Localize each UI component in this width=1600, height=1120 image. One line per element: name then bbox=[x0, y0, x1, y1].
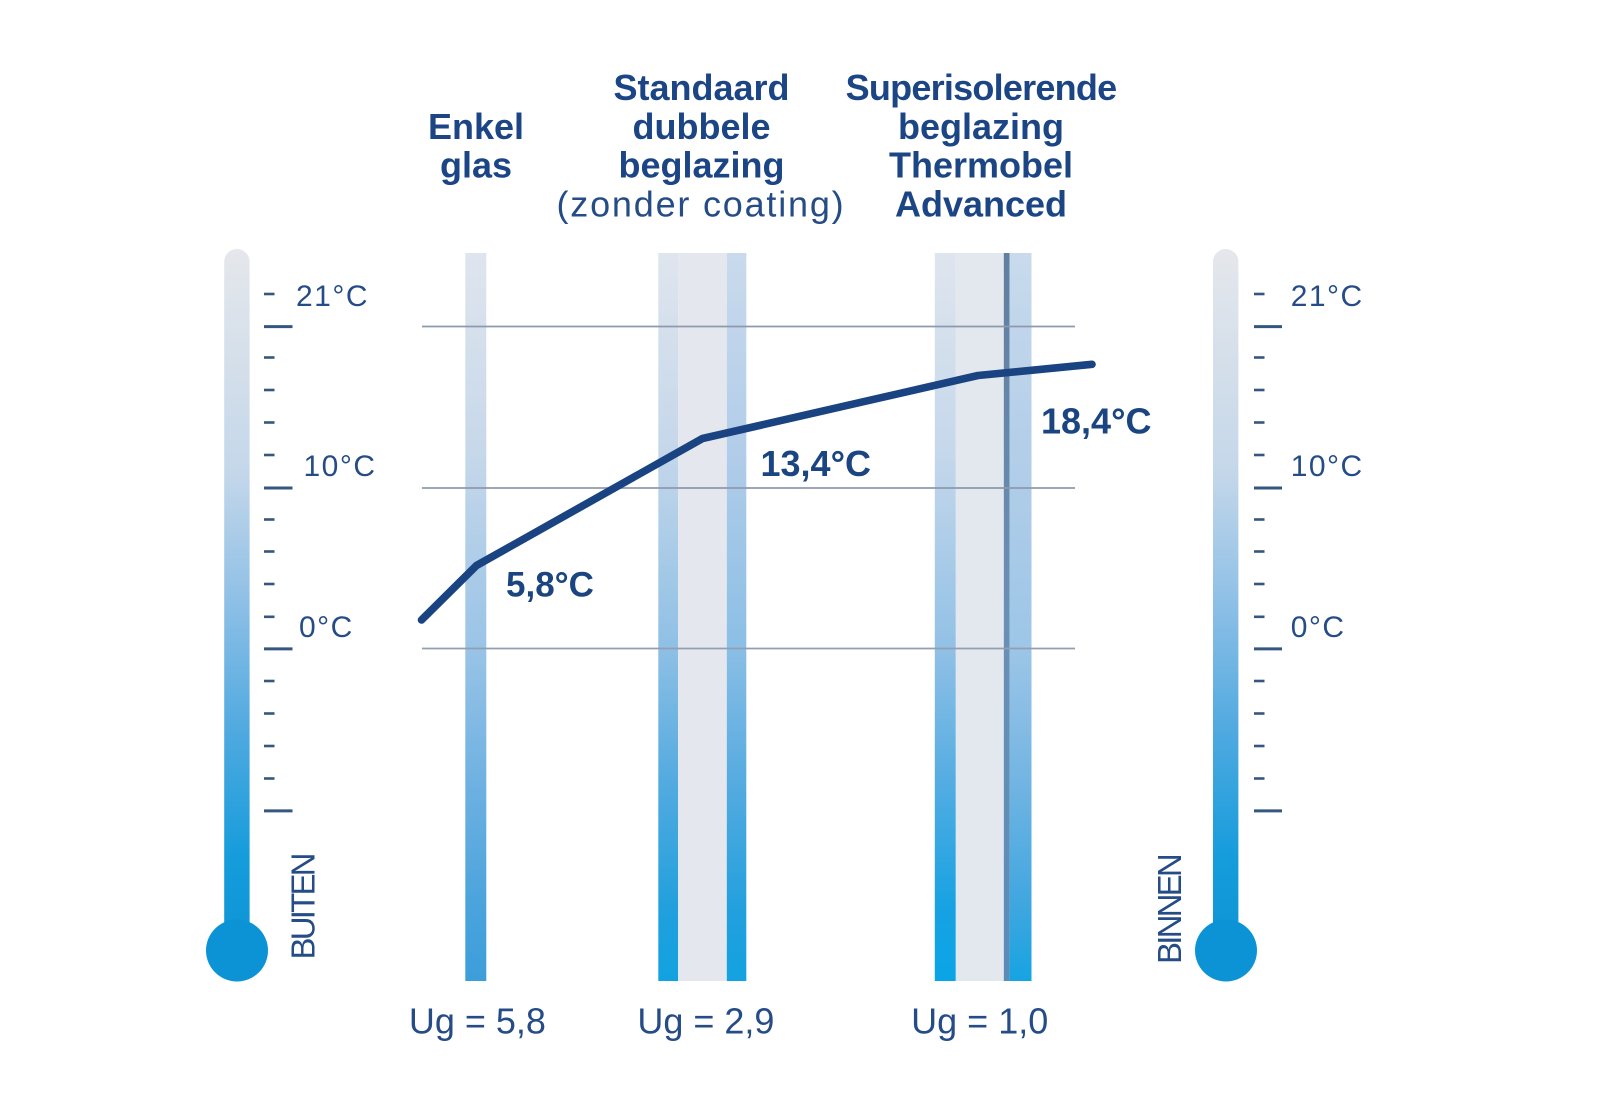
svg-text:Superisolerende: Superisolerende bbox=[846, 67, 1117, 108]
svg-text:dubbele: dubbele bbox=[632, 106, 770, 147]
svg-text:Ug = 5,8: Ug = 5,8 bbox=[409, 1001, 546, 1042]
svg-text:(zonder coating): (zonder coating) bbox=[557, 183, 846, 224]
svg-text:21°C: 21°C bbox=[296, 280, 369, 313]
svg-text:Advanced: Advanced bbox=[895, 183, 1067, 224]
svg-text:Enkel: Enkel bbox=[428, 106, 524, 147]
svg-text:Ug = 2,9: Ug = 2,9 bbox=[637, 1001, 774, 1042]
svg-text:BUITEN: BUITEN bbox=[285, 854, 322, 959]
svg-text:10°C: 10°C bbox=[1291, 450, 1364, 483]
svg-text:13,4°C: 13,4°C bbox=[761, 443, 871, 484]
svg-text:beglazing: beglazing bbox=[898, 106, 1064, 147]
svg-text:Ug = 1,0: Ug = 1,0 bbox=[911, 1001, 1048, 1042]
svg-text:18,4°C: 18,4°C bbox=[1041, 401, 1151, 442]
svg-text:10°C: 10°C bbox=[304, 450, 377, 483]
svg-text:glas: glas bbox=[440, 145, 512, 186]
svg-text:beglazing: beglazing bbox=[618, 145, 784, 186]
svg-text:Standaard: Standaard bbox=[613, 67, 789, 108]
svg-text:0°C: 0°C bbox=[1291, 611, 1346, 644]
svg-text:BINNEN: BINNEN bbox=[1151, 855, 1188, 964]
svg-text:0°C: 0°C bbox=[299, 611, 354, 644]
svg-text:5,8°C: 5,8°C bbox=[506, 566, 594, 605]
svg-text:Thermobel: Thermobel bbox=[889, 145, 1073, 186]
svg-text:21°C: 21°C bbox=[1291, 280, 1364, 313]
